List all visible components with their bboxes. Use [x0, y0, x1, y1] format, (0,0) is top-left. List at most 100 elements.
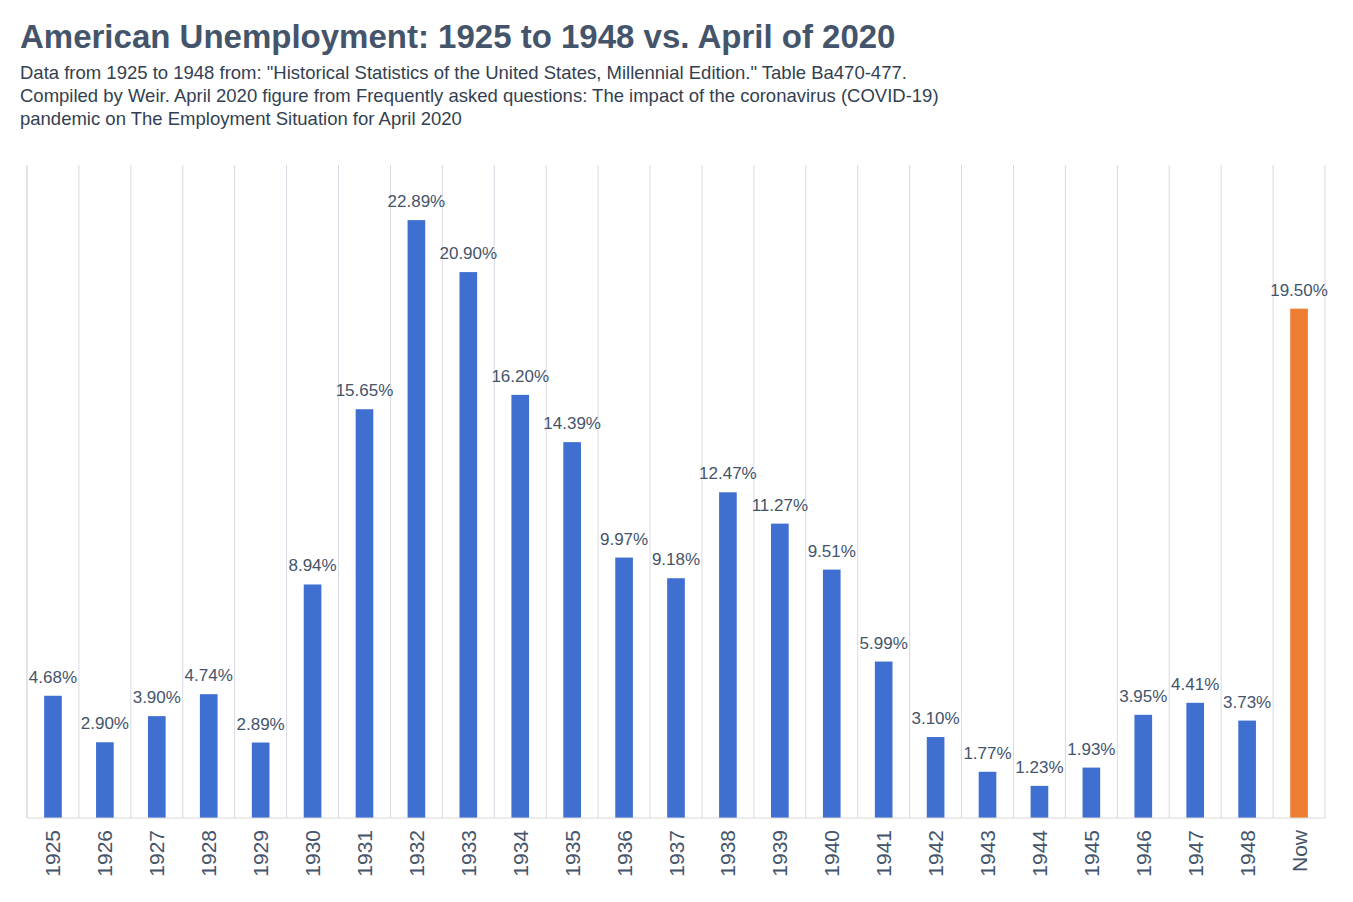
grid-line: [1325, 165, 1326, 818]
title: American Unemployment: 1925 to 1948 vs. …: [20, 18, 895, 55]
x-tick-label: Now: [1288, 829, 1311, 872]
grid-line: [1169, 165, 1170, 818]
x-tick-label: 1925: [41, 830, 64, 877]
data-label: 9.51%: [808, 542, 856, 561]
data-label: 16.20%: [491, 367, 549, 386]
grid-line: [1221, 165, 1222, 818]
grid-line: [78, 165, 79, 818]
subtitle: Compiled by Weir. April 2020 figure from…: [20, 85, 939, 106]
x-tick-label: 1930: [301, 830, 324, 877]
data-label: 12.47%: [699, 464, 757, 483]
bar: [1186, 703, 1204, 818]
data-label: 2.89%: [237, 715, 285, 734]
bar: [96, 742, 114, 818]
grid-line: [857, 165, 858, 818]
data-label: 8.94%: [288, 556, 336, 575]
data-label: 19.50%: [1270, 281, 1328, 300]
grid-line: [1117, 165, 1118, 818]
chart: American Unemployment: 1925 to 1948 vs. …: [0, 0, 1353, 902]
x-tick-label: 1934: [509, 830, 532, 877]
x-tick-label: 1938: [716, 830, 739, 877]
grid-line: [182, 165, 183, 818]
grid-line: [805, 165, 806, 818]
grid-line: [1013, 165, 1014, 818]
x-tick-label: 1943: [976, 830, 999, 877]
bar: [304, 584, 322, 818]
bar: [927, 737, 945, 818]
bar: [719, 492, 737, 818]
data-label: 3.73%: [1223, 693, 1271, 712]
bars: [44, 220, 1308, 818]
bar: [200, 694, 218, 818]
y-axis-line: [27, 165, 28, 818]
bar: [615, 558, 633, 818]
data-label: 2.90%: [81, 714, 129, 733]
x-tick-label: 1937: [665, 830, 688, 877]
data-label: 14.39%: [543, 414, 601, 433]
x-tick-label: 1928: [197, 830, 220, 877]
bar: [1238, 721, 1256, 818]
bar: [459, 272, 477, 818]
data-label: 22.89%: [388, 192, 446, 211]
bar: [1083, 768, 1101, 818]
x-tick-label: 1939: [768, 830, 791, 877]
bar: [667, 578, 685, 818]
bar: [875, 662, 893, 818]
x-tick-label: 1933: [457, 830, 480, 877]
bar: [408, 220, 426, 818]
grid-line: [27, 165, 28, 818]
grid-line: [598, 165, 599, 818]
x-tick-label: 1947: [1184, 830, 1207, 877]
data-label: 1.77%: [963, 744, 1011, 763]
x-tick-label: 1948: [1236, 830, 1259, 877]
grid-line: [546, 165, 547, 818]
x-tick-label: 1931: [353, 830, 376, 877]
x-tick-label: 1942: [924, 830, 947, 877]
x-tick-label: 1926: [93, 830, 116, 877]
grid-line: [1273, 165, 1274, 818]
data-label: 4.41%: [1171, 675, 1219, 694]
data-label: 1.93%: [1067, 740, 1115, 759]
data-label: 15.65%: [336, 381, 394, 400]
x-tick-label: 1932: [405, 830, 428, 877]
data-label: 4.68%: [29, 668, 77, 687]
bar: [511, 395, 529, 818]
subtitle: Data from 1925 to 1948 from: "Historical…: [20, 62, 907, 83]
x-tick-label: 1936: [613, 830, 636, 877]
data-label: 3.90%: [133, 688, 181, 707]
grid-line: [390, 165, 391, 818]
data-label: 9.18%: [652, 550, 700, 569]
x-tick-label: 1945: [1080, 830, 1103, 877]
subtitle: pandemic on The Employment Situation for…: [20, 108, 462, 129]
x-tick-label: 1944: [1028, 830, 1051, 877]
x-tick-label: 1940: [820, 830, 843, 877]
grid-line: [753, 165, 754, 818]
bar: [1031, 786, 1049, 818]
grid-line: [909, 165, 910, 818]
x-tick-label: 1935: [561, 830, 584, 877]
bar: [252, 743, 270, 818]
bar: [356, 409, 374, 818]
bar: [563, 442, 581, 818]
data-label: 11.27%: [752, 496, 808, 515]
grid-line: [338, 165, 339, 818]
bar: [1134, 715, 1152, 818]
bar: [148, 716, 166, 818]
x-tick-label: 1946: [1132, 830, 1155, 877]
x-tick-label: 1941: [872, 830, 895, 877]
grid-line: [701, 165, 702, 818]
bar: [1290, 309, 1308, 818]
x-axis-line: [27, 818, 1325, 819]
data-label: 20.90%: [439, 244, 497, 263]
data-label: 4.74%: [185, 666, 233, 685]
grid-line: [130, 165, 131, 818]
grid-line: [650, 165, 651, 818]
data-label: 3.95%: [1119, 687, 1167, 706]
bar: [823, 570, 841, 818]
grid-line: [1065, 165, 1066, 818]
bar: [771, 524, 789, 818]
x-tick-label: 1927: [145, 830, 168, 877]
bar: [979, 772, 997, 818]
data-label: 1.23%: [1015, 758, 1063, 777]
data-label: 9.97%: [600, 530, 648, 549]
